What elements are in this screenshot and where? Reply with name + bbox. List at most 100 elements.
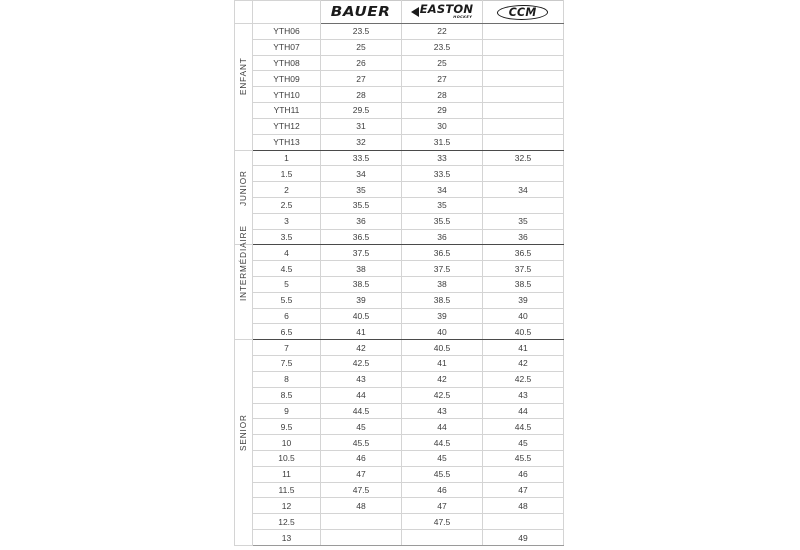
table-row: 7.5 42.5 41 42 [235, 355, 564, 372]
cell-size: YTH11 [252, 102, 321, 119]
cell-size: 3.5 [252, 228, 321, 246]
cell-ccm: 47 [482, 481, 564, 499]
cell-ccm: 39 [482, 291, 564, 309]
cell-ccm: 49 [482, 529, 564, 546]
cell-ccm: 40 [482, 307, 564, 325]
cell-bauer: 23.5 [320, 23, 402, 40]
cell-ccm: 35 [482, 212, 564, 230]
table-body: ENFANT YTH06 23.5 22 YTH07 25 23.5 YTH08 26 25 YTH… [234, 23, 564, 546]
size-conversion-table: BAUER EASTON HOCKEY [234, 0, 564, 546]
cell-size: 2 [252, 181, 321, 198]
cell-ccm [482, 102, 564, 119]
cell-ccm [482, 70, 564, 88]
table-row: 4.5 38 37.5 37.5 [235, 260, 564, 277]
cell-easton: 42 [401, 370, 483, 388]
skate-size-chart: BAUER EASTON HOCKEY [234, 0, 564, 546]
cell-easton: 25 [401, 54, 483, 72]
table-row: 11.5 47.5 46 47 [235, 481, 564, 499]
table-row: 12.5 47.5 [235, 513, 564, 530]
cell-bauer: 45.5 [320, 434, 402, 451]
cell-ccm [482, 513, 564, 530]
cell-ccm: 43 [482, 386, 564, 404]
cell-size: YTH12 [252, 117, 321, 135]
easton-logo-text: EASTON [419, 2, 474, 17]
cell-easton: 47 [401, 497, 483, 515]
cell-size: YTH10 [252, 86, 321, 104]
table-row: 2.5 35.5 35 [235, 196, 564, 214]
cell-easton: 40.5 [401, 339, 483, 357]
cell-easton: 39 [401, 307, 483, 325]
cell-bauer: 34 [320, 165, 402, 183]
header-brand-easton: EASTON HOCKEY [401, 0, 483, 24]
ccm-logo-mark: CCM [496, 4, 550, 20]
cell-size: 7.5 [252, 355, 321, 372]
cell-size: 8 [252, 370, 321, 388]
cell-bauer: 43 [320, 370, 402, 388]
table-row: YTH13 32 31.5 [235, 133, 564, 151]
table-row: YTH09 27 27 [235, 70, 564, 88]
cell-ccm [482, 54, 564, 72]
table-row: 5.5 39 38.5 39 [235, 291, 564, 309]
cell-bauer [320, 513, 402, 530]
cell-easton: 41 [401, 355, 483, 372]
cell-ccm: 32.5 [482, 149, 564, 167]
cell-size: 9.5 [252, 418, 321, 436]
cell-easton: 37.5 [401, 260, 483, 277]
cell-ccm [482, 165, 564, 183]
cell-ccm: 42.5 [482, 370, 564, 388]
cell-bauer: 44 [320, 386, 402, 404]
cell-easton: 44 [401, 418, 483, 436]
cell-size: 9 [252, 402, 321, 420]
cell-bauer: 28 [320, 86, 402, 104]
cell-ccm: 46 [482, 465, 564, 483]
cell-bauer: 35.5 [320, 196, 402, 214]
table-row: SENIOR 7 42 40.5 41 [234, 339, 564, 546]
category-label-text: JUNIOR [239, 170, 248, 206]
cell-ccm: 34 [482, 181, 564, 198]
cell-easton: 36.5 [401, 244, 483, 262]
table-row: YTH08 26 25 [235, 54, 564, 72]
header-brand-ccm: CCM [482, 0, 564, 24]
cell-bauer: 46 [320, 449, 402, 467]
table-row: JUNIOR 1 33.5 33 32.5 [234, 149, 564, 246]
cell-size: YTH08 [252, 54, 321, 72]
cell-easton: 27 [401, 70, 483, 88]
cell-easton: 44.5 [401, 434, 483, 451]
cell-ccm: 40.5 [482, 323, 564, 341]
cell-size: YTH07 [252, 38, 321, 56]
cell-bauer: 41 [320, 323, 402, 341]
header-row: BAUER EASTON HOCKEY [234, 0, 564, 24]
cell-bauer: 31 [320, 117, 402, 135]
bauer-logo-text: BAUER [331, 4, 391, 20]
cell-bauer: 39 [320, 291, 402, 309]
corner-blank-cell [234, 0, 253, 24]
cell-size: YTH13 [252, 133, 321, 151]
cell-size: YTH09 [252, 70, 321, 88]
cell-easton: 45.5 [401, 465, 483, 483]
table-row: 8 43 42 42.5 [235, 370, 564, 388]
table-row: 11 47 45.5 46 [235, 465, 564, 483]
category-label-intermédiaire: INTERMÉDIAIRE [234, 224, 253, 341]
cell-ccm: 42 [482, 355, 564, 372]
cell-bauer: 25 [320, 38, 402, 56]
cell-easton: 43 [401, 402, 483, 420]
cell-size: 4.5 [252, 260, 321, 277]
cell-size: YTH06 [252, 23, 321, 40]
cell-bauer: 29.5 [320, 102, 402, 119]
cell-size: 12.5 [252, 513, 321, 530]
cell-size: 5.5 [252, 291, 321, 309]
cell-ccm [482, 38, 564, 56]
cell-bauer: 36.5 [320, 228, 402, 246]
cell-easton: 30 [401, 117, 483, 135]
category-label-text: SENIOR [239, 414, 248, 452]
cell-ccm: 36.5 [482, 244, 564, 262]
cell-easton [401, 529, 483, 546]
cell-easton: 22 [401, 23, 483, 40]
cell-size: 3 [252, 212, 321, 230]
cell-size: 6 [252, 307, 321, 325]
cell-size: 2.5 [252, 196, 321, 214]
table-row: YTH11 29.5 29 [235, 102, 564, 119]
category-label-text: INTERMÉDIAIRE [239, 224, 248, 301]
cell-size: 10 [252, 434, 321, 451]
